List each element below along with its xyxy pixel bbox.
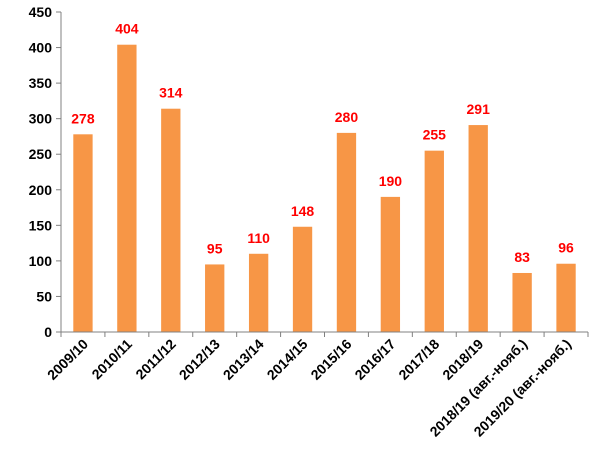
data-label: 404	[115, 21, 139, 37]
data-label: 255	[423, 127, 447, 143]
y-tick-label: 250	[29, 146, 53, 162]
data-label: 96	[558, 240, 574, 256]
x-tick-label: 2012/13	[176, 336, 223, 383]
bar	[161, 108, 181, 332]
bar	[512, 272, 532, 332]
y-tick-label: 150	[29, 217, 53, 233]
data-label: 280	[335, 109, 359, 125]
y-tick-label: 300	[29, 111, 53, 127]
data-label: 83	[514, 249, 530, 265]
x-tick-label: 2013/14	[220, 336, 267, 383]
y-tick-label: 100	[29, 253, 53, 269]
bar	[468, 125, 488, 332]
y-tick-label: 450	[29, 4, 53, 20]
x-tick-label: 2014/15	[264, 336, 311, 383]
x-axis-ticks	[60, 332, 589, 337]
bar	[380, 196, 401, 332]
y-tick-label: 200	[29, 182, 53, 198]
data-label: 278	[71, 110, 95, 126]
y-tick-label: 400	[29, 40, 53, 56]
x-tick-label: 2009/10	[44, 336, 91, 383]
x-tick-label: 2011/12	[132, 336, 179, 383]
x-tick-label: 2010/11	[88, 336, 135, 383]
data-label: 148	[291, 203, 315, 219]
y-axis-ticks: 0 50 100 150 200 250 300 350 400 450	[29, 4, 61, 340]
data-label: 95	[207, 240, 223, 256]
bar	[248, 253, 269, 332]
data-label: 291	[467, 101, 491, 117]
bar	[117, 44, 137, 332]
y-tick-label: 50	[36, 288, 52, 304]
x-tick-label: 2016/17	[351, 336, 398, 383]
bar	[556, 263, 576, 332]
bar	[336, 132, 357, 332]
bar	[73, 134, 93, 332]
y-tick-label: 350	[29, 75, 53, 91]
data-label: 314	[159, 85, 183, 101]
data-label: 110	[247, 230, 270, 246]
x-tick-label: 2017/18	[395, 336, 442, 383]
y-tick-label: 0	[44, 324, 52, 340]
bars	[73, 44, 576, 332]
data-label: 190	[379, 173, 403, 189]
bar	[424, 150, 444, 332]
data-labels: 278 404 314 95 110 148 280 190 255 291 83 96	[71, 21, 574, 265]
bar	[292, 226, 313, 332]
x-tick-label: 2015/16	[307, 336, 354, 383]
x-axis-labels: 2009/102010/112011/122012/132013/142014/…	[44, 336, 574, 440]
bar	[205, 264, 225, 332]
